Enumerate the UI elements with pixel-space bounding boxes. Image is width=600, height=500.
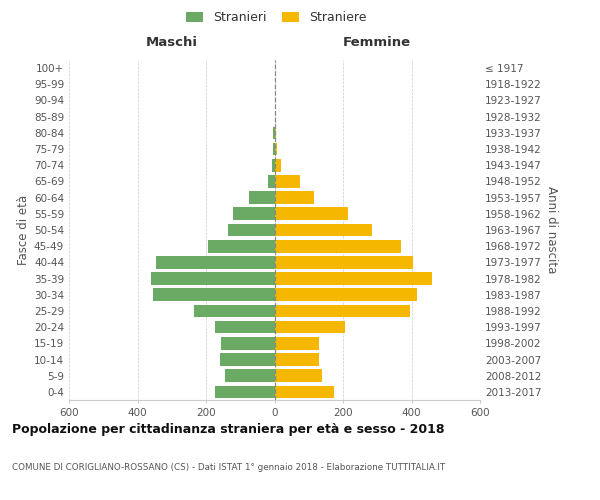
Bar [275,224,372,236]
Bar [275,159,281,172]
Bar [157,256,275,268]
Bar [275,304,410,318]
Bar [220,353,275,366]
Bar [275,337,319,349]
Bar [275,142,277,156]
Text: COMUNE DI CORIGLIANO-ROSSANO (CS) - Dati ISTAT 1° gennaio 2018 - Elaborazione TU: COMUNE DI CORIGLIANO-ROSSANO (CS) - Dati… [12,462,445,471]
Bar [272,159,275,172]
Y-axis label: Fasce di età: Fasce di età [17,195,30,265]
Bar [221,337,275,349]
Bar [275,192,314,204]
Bar [275,321,345,334]
Bar [208,240,275,252]
Bar [225,370,275,382]
Bar [275,208,348,220]
Bar [153,288,275,301]
Bar [151,272,275,285]
Bar [274,126,275,139]
Bar [249,192,275,204]
Bar [273,142,275,156]
Bar [228,224,275,236]
Text: Femmine: Femmine [343,36,412,50]
Bar [275,370,322,382]
Text: Maschi: Maschi [146,36,198,50]
Bar [275,272,432,285]
Text: Popolazione per cittadinanza straniera per età e sesso - 2018: Popolazione per cittadinanza straniera p… [12,422,445,436]
Bar [215,386,275,398]
Y-axis label: Anni di nascita: Anni di nascita [545,186,558,274]
Bar [275,240,401,252]
Bar [275,386,334,398]
Legend: Stranieri, Straniere: Stranieri, Straniere [183,8,369,26]
Bar [275,256,413,268]
Bar [275,353,319,366]
Bar [268,175,275,188]
Bar [275,288,416,301]
Bar [215,321,275,334]
Bar [275,126,276,139]
Bar [233,208,275,220]
Bar [194,304,275,318]
Bar [275,175,300,188]
